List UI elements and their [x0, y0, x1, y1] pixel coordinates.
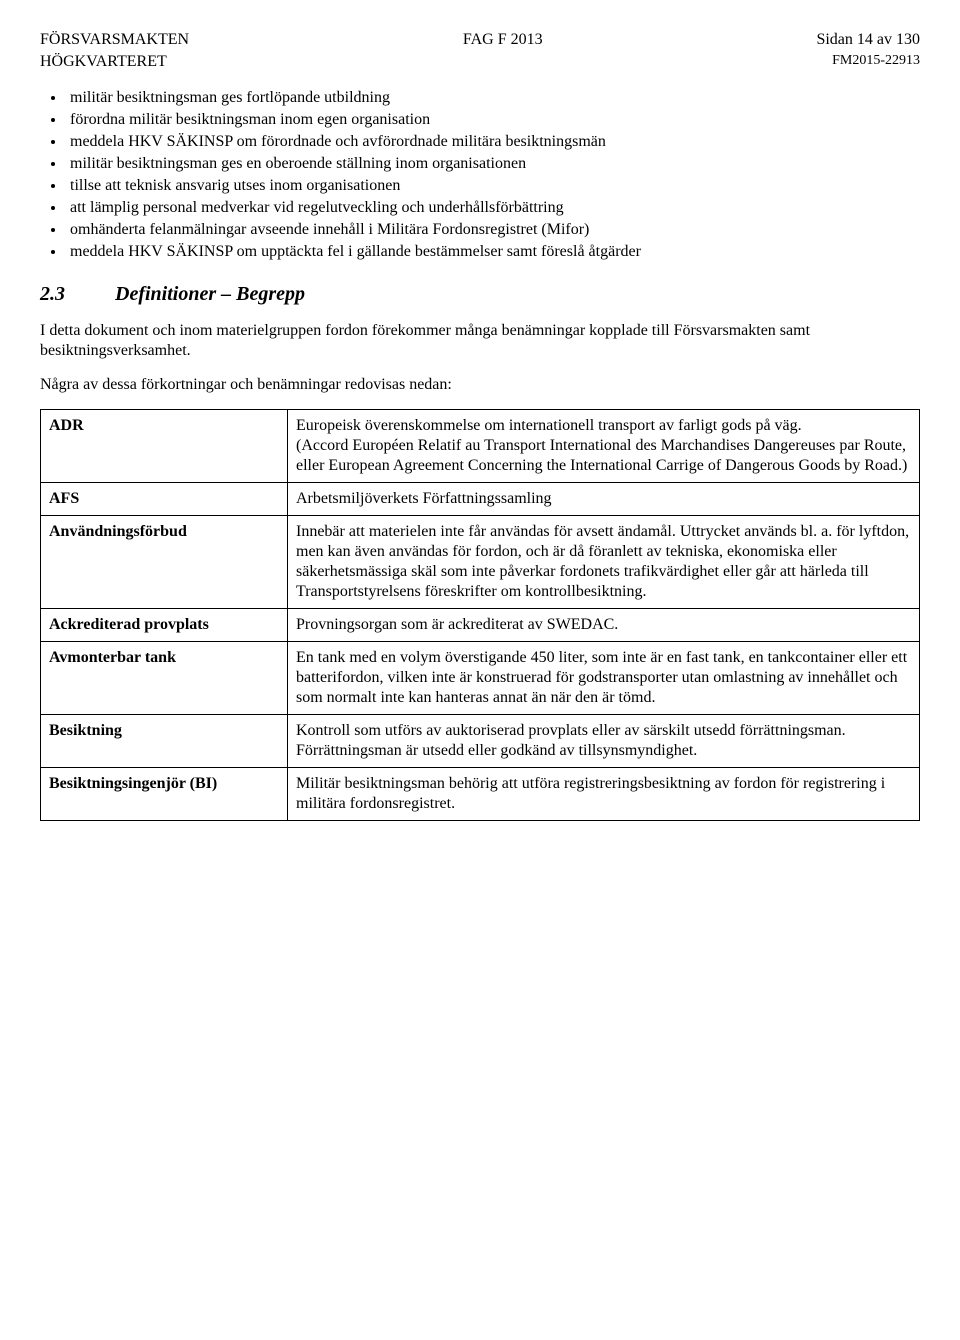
- header-doc: FAG F 2013: [463, 30, 543, 50]
- definition-text: Arbetsmiljöverkets Författningssamling: [288, 483, 920, 516]
- bullet-item: militär besiktningsman ges en oberoende …: [66, 154, 920, 174]
- definition-text: En tank med en volym överstigande 450 li…: [288, 642, 920, 715]
- definition-term: Avmonterbar tank: [41, 642, 288, 715]
- bullet-item: meddela HKV SÄKINSP om upptäckta fel i g…: [66, 242, 920, 262]
- definition-row: Besiktningsingenjör (BI)Militär besiktni…: [41, 768, 920, 821]
- intro-paragraph-1: I detta dokument och inom materielgruppe…: [40, 321, 920, 361]
- section-heading: 2.3 Definitioner – Begrepp: [40, 282, 920, 307]
- section-number: 2.3: [40, 282, 110, 307]
- bullet-item: förordna militär besiktningsman inom ege…: [66, 110, 920, 130]
- bullet-item: meddela HKV SÄKINSP om förordnade och av…: [66, 132, 920, 152]
- bullet-list: militär besiktningsman ges fortlöpande u…: [40, 88, 920, 262]
- definition-term: Besiktning: [41, 715, 288, 768]
- definition-row: Ackrediterad provplatsProvningsorgan som…: [41, 609, 920, 642]
- header-ref: FM2015-22913: [832, 52, 920, 72]
- header-page: Sidan 14 av 130: [816, 30, 920, 50]
- definition-row: AnvändningsförbudInnebär att materielen …: [41, 516, 920, 609]
- definition-text: Innebär att materielen inte får användas…: [288, 516, 920, 609]
- definition-row: Avmonterbar tankEn tank med en volym öve…: [41, 642, 920, 715]
- definition-term: Ackrediterad provplats: [41, 609, 288, 642]
- definition-text: Kontroll som utförs av auktoriserad prov…: [288, 715, 920, 768]
- definition-text: Militär besiktningsman behörig att utför…: [288, 768, 920, 821]
- definition-term: AFS: [41, 483, 288, 516]
- bullet-item: militär besiktningsman ges fortlöpande u…: [66, 88, 920, 108]
- definition-term: Besiktningsingenjör (BI): [41, 768, 288, 821]
- definition-term: ADR: [41, 410, 288, 483]
- definition-text: Europeisk överenskommelse om internation…: [288, 410, 920, 483]
- definitions-table: ADREuropeisk överenskommelse om internat…: [40, 409, 920, 821]
- header-suborg: HÖGKVARTERET: [40, 52, 167, 72]
- bullet-item: omhänderta felanmälningar avseende inneh…: [66, 220, 920, 240]
- definition-row: AFSArbetsmiljöverkets Författningssamlin…: [41, 483, 920, 516]
- definition-row: ADREuropeisk överenskommelse om internat…: [41, 410, 920, 483]
- definition-term: Användningsförbud: [41, 516, 288, 609]
- definition-row: BesiktningKontroll som utförs av auktori…: [41, 715, 920, 768]
- page-header-row: FÖRSVARSMAKTEN FAG F 2013 Sidan 14 av 13…: [40, 30, 920, 50]
- section-title: Definitioner – Begrepp: [115, 283, 305, 305]
- intro-paragraph-2: Några av dessa förkortningar och benämni…: [40, 375, 920, 395]
- definition-text: Provningsorgan som är ackrediterat av SW…: [288, 609, 920, 642]
- bullet-item: att lämplig personal medverkar vid regel…: [66, 198, 920, 218]
- bullet-item: tillse att teknisk ansvarig utses inom o…: [66, 176, 920, 196]
- header-org: FÖRSVARSMAKTEN: [40, 30, 189, 50]
- page-header-sub: HÖGKVARTERET FM2015-22913: [40, 52, 920, 72]
